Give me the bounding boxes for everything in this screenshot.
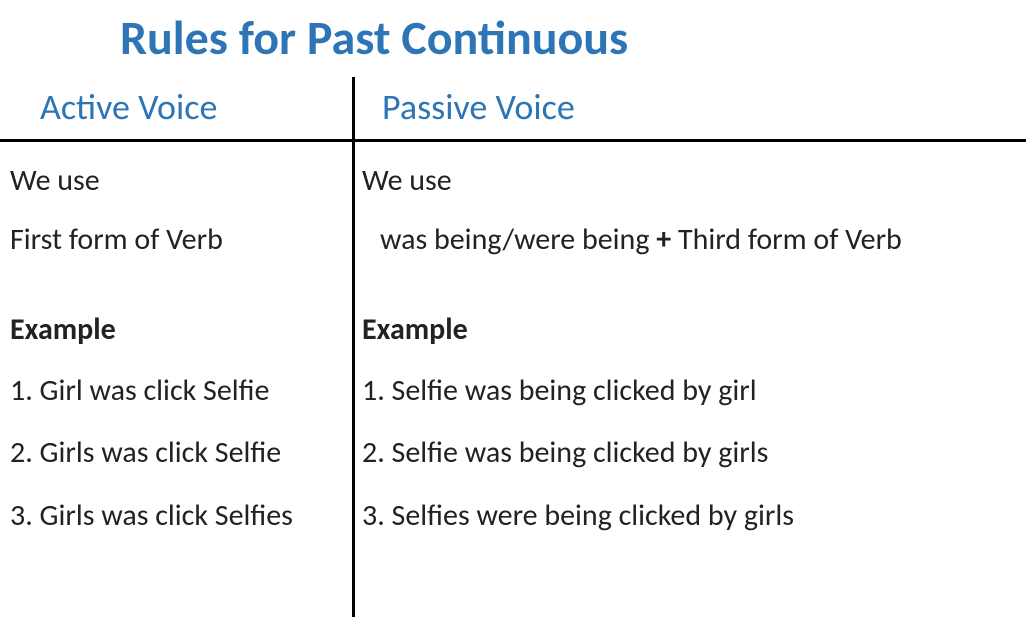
active-example-3: 3. Girls was click Selfies xyxy=(10,496,352,537)
active-example-2: 2. Girls was click Selfie xyxy=(10,433,352,474)
page-title: Rules for Past Continuous xyxy=(0,0,1026,77)
active-form: First form of Verb xyxy=(10,220,352,261)
passive-example-2: 2. Selfie was being clicked by girls xyxy=(362,433,1026,474)
active-body: We use First form of Verb Example 1. Gir… xyxy=(0,137,352,536)
active-example-label: Example xyxy=(10,310,352,351)
passive-we-use: We use xyxy=(362,161,1026,202)
passive-example-1: 1. Selfie was being clicked by girl xyxy=(362,371,1026,412)
comparison-table: Active Voice Passive Voice We use First … xyxy=(0,77,1026,558)
passive-voice-header: Passive Voice xyxy=(352,77,1026,137)
passive-body: We use was being/were being + Third form… xyxy=(352,137,1026,536)
body-row: We use First form of Verb Example 1. Gir… xyxy=(0,137,1026,558)
header-row: Active Voice Passive Voice xyxy=(0,77,1026,137)
active-example-1: 1. Girl was click Selfie xyxy=(10,371,352,412)
active-we-use: We use xyxy=(10,161,352,202)
passive-example-3: 3. Selfies were being clicked by girls xyxy=(362,496,1026,537)
passive-form-plus: + xyxy=(656,221,678,258)
horizontal-divider xyxy=(0,139,1026,142)
passive-example-label: Example xyxy=(362,310,1026,351)
vertical-divider xyxy=(352,77,355,617)
passive-form: was being/were being + Third form of Ver… xyxy=(362,220,1026,261)
passive-form-suffix: Third form of Verb xyxy=(678,221,902,258)
active-voice-header: Active Voice xyxy=(0,77,352,137)
passive-form-prefix: was being/were being xyxy=(380,221,656,258)
